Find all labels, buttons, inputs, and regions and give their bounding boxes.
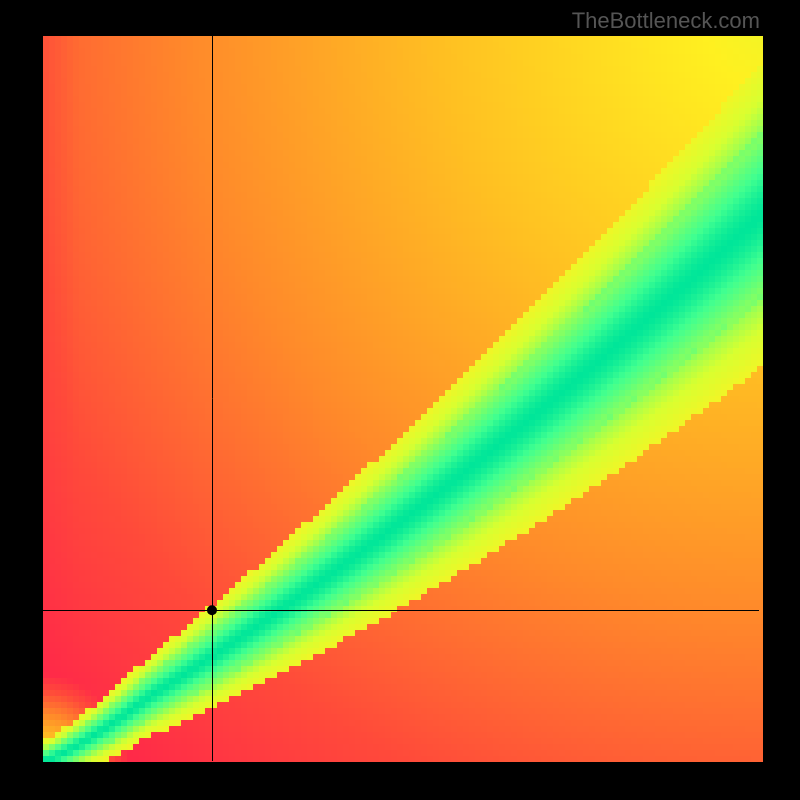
chart-container: TheBottleneck.com (0, 0, 800, 800)
watermark-text: TheBottleneck.com (572, 8, 760, 34)
heatmap-chart (0, 0, 800, 800)
